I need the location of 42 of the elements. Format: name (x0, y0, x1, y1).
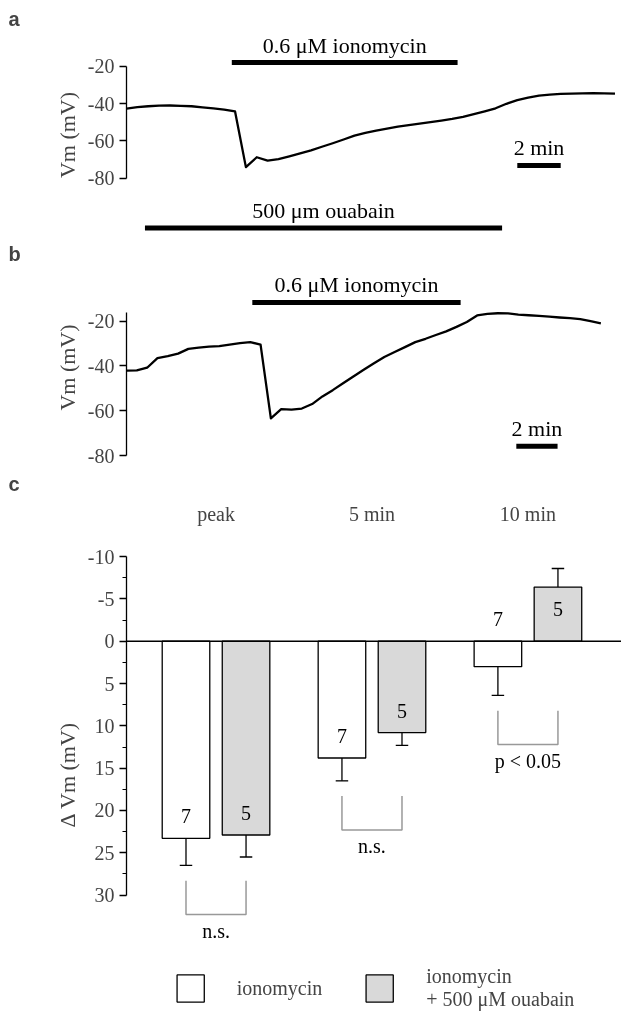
y-axis-title: Δ Vm (mV) (54, 722, 80, 828)
annotation: 5 (241, 801, 252, 824)
y-axis-title: Vm (mV) (54, 324, 80, 411)
annotation: 7 (336, 725, 347, 748)
annotation: p < 0.05 (494, 749, 562, 773)
y-tick-label: -40 (87, 354, 115, 377)
y-tick-label: 20 (94, 799, 115, 822)
y-tick-label: -80 (87, 444, 115, 467)
annotation: 7 (492, 608, 503, 631)
y-tick-label: -20 (87, 310, 115, 333)
y-tick-label: -60 (87, 399, 115, 422)
y-tick-label: -80 (87, 167, 115, 190)
x-tick-label: 10 min (499, 502, 556, 525)
annotation: 5 (396, 699, 407, 722)
text: 500 μm ouabain (252, 198, 395, 224)
annotation: 2 min (513, 135, 565, 161)
annotation: 7 (181, 805, 191, 828)
text: 0.6 μM ionomycin (262, 32, 427, 58)
y-axis-title: Vm (mV) (54, 91, 80, 179)
chart-title: c (8, 472, 20, 495)
y-tick-label: 25 (94, 841, 115, 864)
text: n.s. (202, 919, 230, 942)
legend-label: ionomycin + 500 μM ouabain (426, 965, 575, 1011)
text: 0.6 μM ionomycin (274, 272, 439, 298)
y-tick-label: 0 (104, 630, 115, 653)
chart-title: a (8, 7, 21, 30)
legend-label: ionomycin (236, 976, 323, 1000)
chart-title: b (8, 242, 21, 265)
x-tick-label: 5 min (348, 502, 396, 525)
y-tick-label: -20 (87, 55, 115, 78)
y-tick-label: 5 (104, 672, 115, 695)
y-tick-label: -5 (97, 587, 115, 610)
y-tick-label: -40 (87, 92, 115, 115)
y-tick-label: -10 (87, 545, 115, 568)
y-tick-label: 15 (94, 757, 115, 780)
annotation: 5 (552, 598, 563, 621)
y-tick-label: -60 (87, 129, 115, 152)
x-tick-label: peak (197, 502, 235, 526)
y-tick-label: 10 (94, 714, 115, 737)
annotation: 2 min (511, 416, 563, 442)
y-tick-label: 30 (94, 884, 115, 907)
annotation: n.s. (358, 834, 386, 857)
